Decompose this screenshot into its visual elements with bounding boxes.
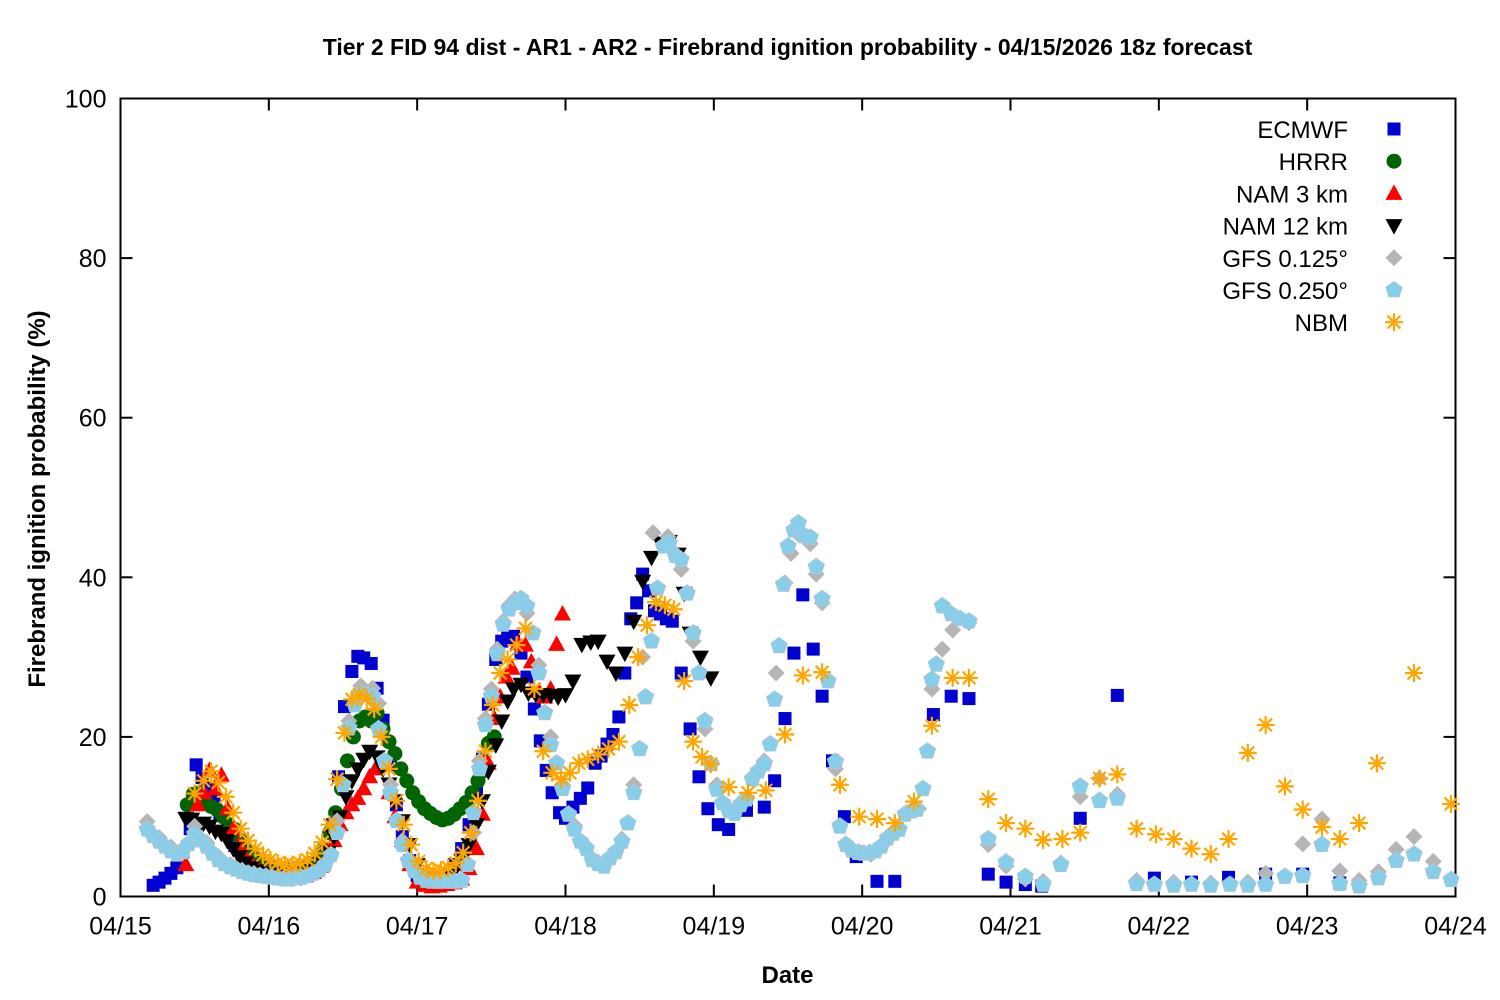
x-tick-label: 04/17 <box>386 913 449 941</box>
chart-title: Tier 2 FID 94 dist - AR1 - AR2 - Firebra… <box>322 34 1253 60</box>
legend-label: NAM 3 km <box>1236 181 1348 208</box>
legend-label: ECMWF <box>1257 117 1348 144</box>
series-nam-12-km-points <box>177 534 720 890</box>
nam-3-km-marker-icon <box>1385 184 1403 200</box>
y-tick-label: 100 <box>65 86 107 114</box>
x-tick-label: 04/15 <box>89 913 152 941</box>
x-tick-label: 04/16 <box>238 913 301 941</box>
axis-ticks: 04/15 04/16 04/17 04/18 04/19 04/20 04/21 04/22… <box>65 86 1487 941</box>
legend-item-gfs-0-250: GFS 0.250° <box>1222 278 1403 305</box>
gfs-0-125-marker-icon <box>1385 249 1403 267</box>
legend-item-gfs-0-125: GFS 0.125° <box>1222 246 1403 273</box>
x-tick-label: 04/19 <box>683 913 746 941</box>
legend-label: GFS 0.250° <box>1222 278 1348 305</box>
legend-label: NAM 12 km <box>1223 214 1348 241</box>
legend-item-nam-12-km: NAM 12 km <box>1223 214 1403 241</box>
series-gfs-0-250-points <box>138 513 1460 894</box>
ecmwf-marker-icon <box>1387 122 1401 136</box>
legend-item-nbm: NBM <box>1295 310 1403 337</box>
legend-item-hrrr: HRRR <box>1279 149 1402 176</box>
legend: ECMWF HRRR NAM 3 km NAM 12 km GFS 0.125° GFS … <box>1222 117 1403 337</box>
legend-item-nam-3-km: NAM 3 km <box>1236 181 1403 208</box>
x-tick-label: 04/22 <box>1128 913 1191 941</box>
y-tick-label: 40 <box>79 564 107 592</box>
legend-label: NBM <box>1295 310 1348 337</box>
legend-item-ecmwf: ECMWF <box>1257 117 1401 144</box>
x-tick-label: 04/24 <box>1424 913 1487 941</box>
y-tick-label: 60 <box>79 405 107 433</box>
legend-label: GFS 0.125° <box>1222 246 1348 273</box>
y-tick-label: 0 <box>93 884 107 912</box>
hrrr-marker-icon <box>1386 153 1402 169</box>
plot-frame <box>119 97 1457 898</box>
nbm-marker-icon <box>1385 313 1403 332</box>
x-axis-label: Date <box>761 962 814 989</box>
series-nbm-points <box>185 593 1461 880</box>
legend-label: HRRR <box>1279 149 1348 176</box>
x-tick-label: 04/21 <box>979 913 1042 941</box>
x-tick-label: 04/20 <box>831 913 894 941</box>
gfs-0-250-marker-icon <box>1385 280 1403 298</box>
x-tick-label: 04/23 <box>1276 913 1339 941</box>
y-tick-label: 80 <box>79 245 107 273</box>
x-tick-label: 04/18 <box>534 913 597 941</box>
nam-12-km-marker-icon <box>1385 219 1403 235</box>
y-tick-label: 20 <box>79 724 107 752</box>
